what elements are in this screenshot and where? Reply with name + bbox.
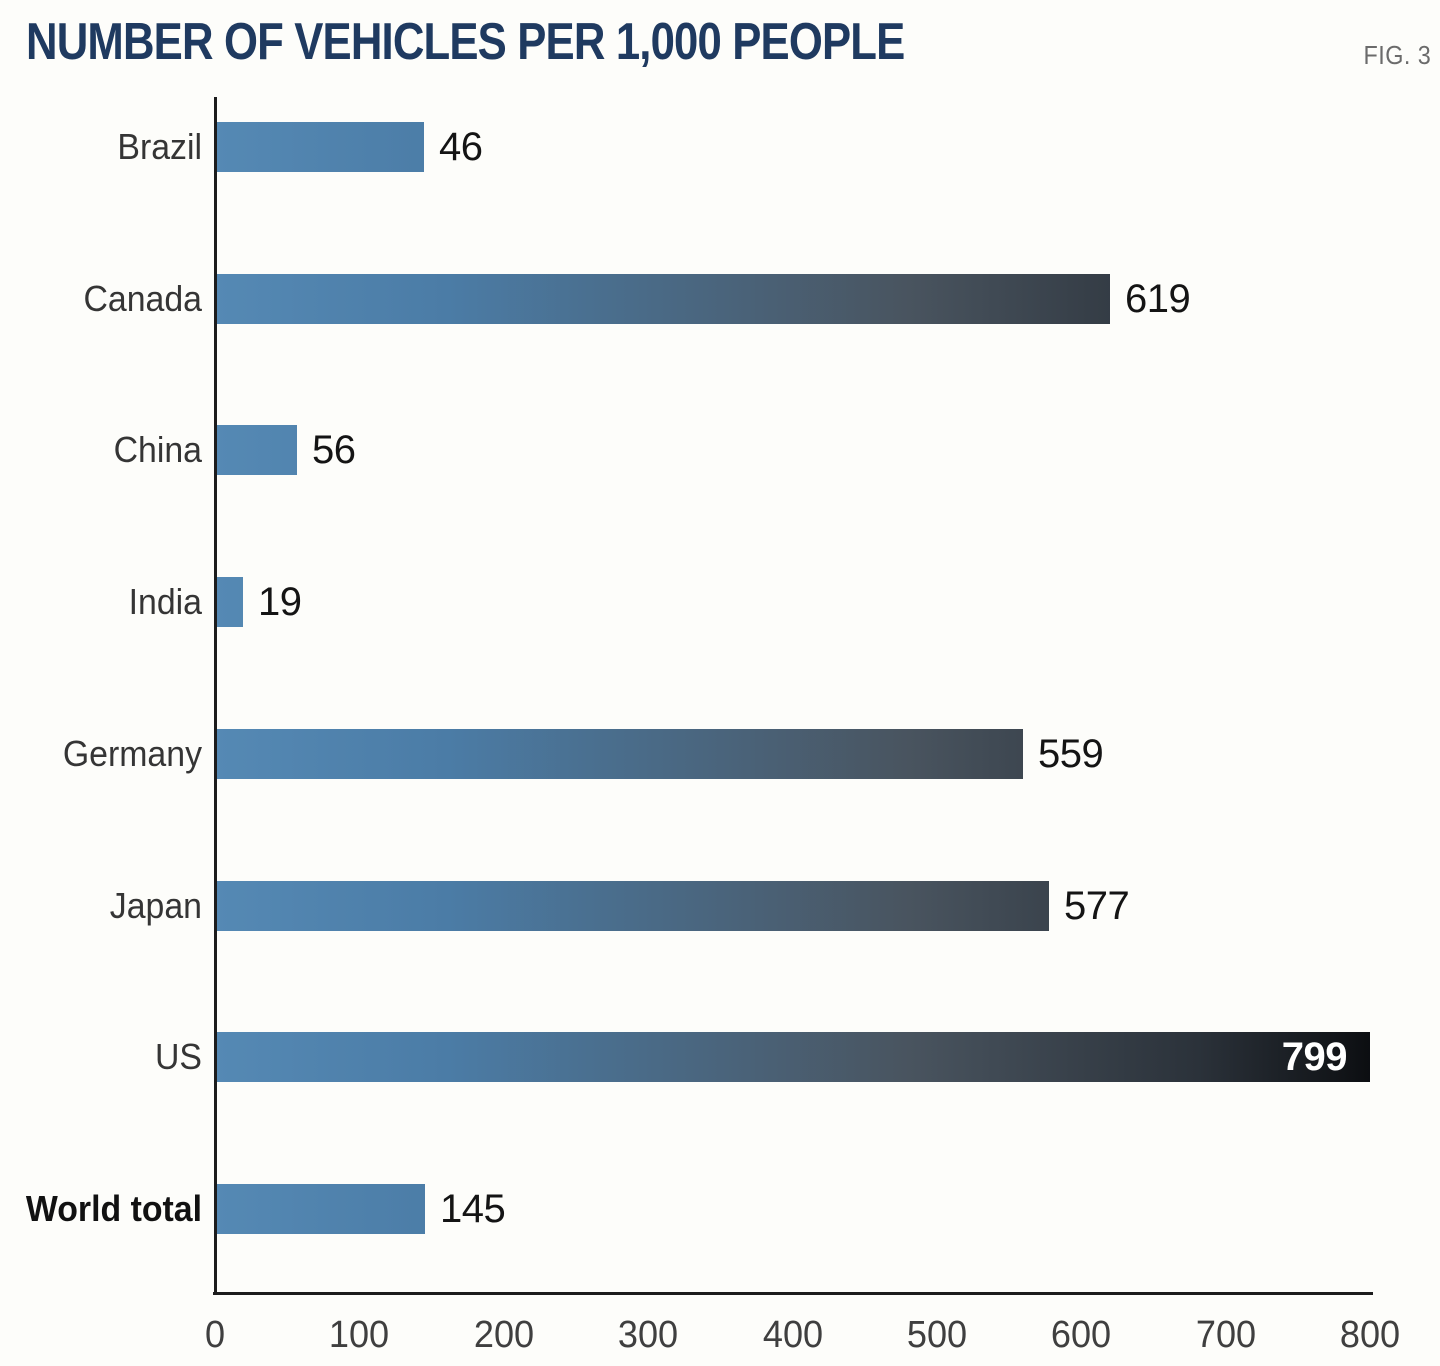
x-axis-line	[213, 1292, 1373, 1295]
bar	[216, 577, 243, 627]
category-label: India	[128, 581, 202, 622]
x-axis-tick-label: 400	[762, 1314, 824, 1356]
value-label: 46	[439, 125, 483, 169]
bar	[216, 729, 1023, 779]
category-label: China	[113, 429, 202, 470]
value-label: 577	[1064, 884, 1130, 928]
x-axis-tick-label: 800	[1339, 1314, 1401, 1356]
value-label: 19	[258, 580, 302, 624]
x-axis-tick-label: 500	[906, 1314, 968, 1356]
category-label: Germany	[62, 733, 202, 774]
x-axis-tick-label: 300	[617, 1314, 679, 1356]
category-label: Brazil	[117, 126, 202, 167]
value-label: 799	[1281, 1035, 1348, 1079]
figure-number-label: FIG. 3	[1363, 40, 1431, 70]
bar	[216, 1184, 425, 1234]
bar	[216, 274, 1110, 324]
x-axis-tick-label: 700	[1195, 1314, 1257, 1356]
y-axis-line	[214, 97, 217, 1294]
bar	[216, 122, 424, 172]
category-label: Japan	[109, 885, 202, 926]
x-axis-tick-label: 600	[1050, 1314, 1112, 1356]
bar	[216, 1032, 1370, 1082]
category-label: US	[154, 1036, 202, 1077]
value-label: 145	[440, 1187, 506, 1231]
x-axis-tick-label: 0	[204, 1314, 226, 1356]
value-label: 619	[1125, 277, 1191, 321]
bar	[216, 881, 1049, 931]
bar	[216, 425, 297, 475]
page-title: NUMBER OF VEHICLES PER 1,000 PEOPLE	[26, 13, 905, 71]
x-axis-tick-label: 200	[473, 1314, 535, 1356]
x-axis-tick-label: 100	[328, 1314, 390, 1356]
value-label: 559	[1038, 732, 1104, 776]
value-label: 56	[312, 428, 356, 472]
category-label: Canada	[83, 278, 202, 319]
category-label: World total	[25, 1188, 203, 1229]
